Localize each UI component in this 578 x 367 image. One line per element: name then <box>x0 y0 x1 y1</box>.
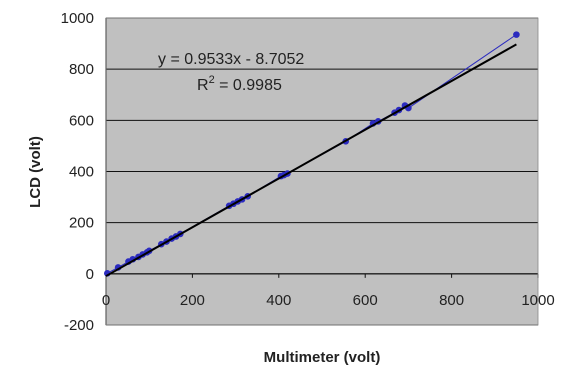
trendline-line <box>105 43 517 277</box>
y-tick-label: 1000 <box>61 10 94 27</box>
y-tick-label: 400 <box>69 164 94 181</box>
y-tick-label: 600 <box>69 112 94 129</box>
y-tick-label: 0 <box>86 266 94 283</box>
x-tick-label: 800 <box>439 292 464 309</box>
plot-border <box>105 17 539 326</box>
r-squared-value: = 0.9985 <box>215 77 282 94</box>
r-squared-superscript: 2 <box>209 74 215 86</box>
x-tick-label: 600 <box>353 292 378 309</box>
x-tick-label: 400 <box>266 292 291 309</box>
y-tick-label: -200 <box>64 317 94 334</box>
trendline <box>105 43 517 277</box>
y-tick-label: 200 <box>69 215 94 232</box>
x-tick-label: 0 <box>102 292 110 309</box>
x-tick-label: 200 <box>180 292 205 309</box>
y-axis-title: LCD (volt) <box>27 136 44 208</box>
r-squared-prefix: R <box>197 77 209 94</box>
y-tick-label: 800 <box>69 61 94 78</box>
r-squared-label: R2 = 0.9985 <box>197 74 282 94</box>
x-tick-label: 1000 <box>521 292 554 309</box>
x-axis-title: Multimeter (volt) <box>264 349 381 366</box>
tick-labels: -200 0 200 400 600 800 1000 0 200 400 600 800 1000 <box>61 10 555 334</box>
equation-label: y = 0.9533x - 8.7052 <box>158 51 304 68</box>
data-point <box>513 31 520 38</box>
